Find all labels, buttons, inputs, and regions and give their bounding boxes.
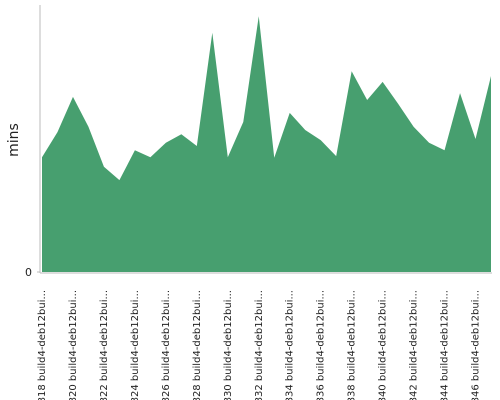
x-tick-label: #826 build4-deb12bui... — [161, 290, 172, 400]
x-tick-label: #840 build4-deb12bui... — [378, 290, 389, 400]
x-tick-label: #830 build4-deb12bui... — [223, 290, 234, 400]
x-tick-label: #832 build4-deb12bui... — [254, 290, 265, 400]
x-tick-label: #836 build4-deb12bui... — [316, 290, 327, 400]
x-tick-label: #822 build4-deb12bui... — [99, 290, 110, 400]
x-tick-label: #844 build4-deb12bui... — [440, 290, 451, 400]
y-axis-label: mins — [6, 123, 22, 157]
x-tick-label: #838 build4-deb12bui... — [347, 290, 358, 400]
x-tick-label: #846 build4-deb12bui... — [471, 290, 482, 400]
x-tick-label: #818 build4-deb12bui... — [37, 290, 48, 400]
x-tick-label: #834 build4-deb12bui... — [285, 290, 296, 400]
x-tick-label: #828 build4-deb12bui... — [192, 290, 203, 400]
area — [42, 16, 491, 272]
x-tick-label: #820 build4-deb12bui... — [68, 290, 79, 400]
x-tick-label: #824 build4-deb12bui... — [130, 290, 141, 400]
x-tick-label: #842 build4-deb12bui... — [409, 290, 420, 400]
y-tick-label: 0 — [25, 266, 32, 279]
